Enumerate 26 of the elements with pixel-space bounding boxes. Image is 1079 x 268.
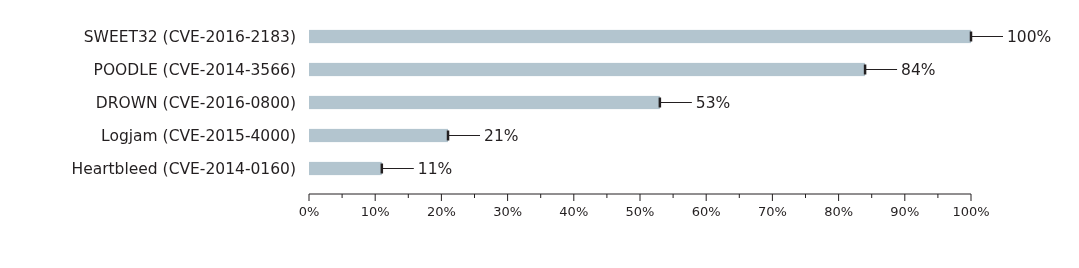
data-label: 84% xyxy=(901,60,936,79)
bar xyxy=(309,95,660,110)
x-tick-label: 0% xyxy=(298,204,320,219)
y-tick-label: Logjam (CVE-2015-4000) xyxy=(101,126,296,145)
bar xyxy=(309,128,449,143)
data-label: 21% xyxy=(484,126,519,145)
bar xyxy=(309,62,866,77)
x-tick-label: 20% xyxy=(426,204,456,219)
x-tick-label: 90% xyxy=(890,204,920,219)
y-tick-label: POODLE (CVE-2014-3566) xyxy=(93,60,296,79)
x-tick-label: 50% xyxy=(625,204,655,219)
x-tick-label: 100% xyxy=(952,204,990,219)
x-tick-label: 70% xyxy=(757,204,787,219)
bar xyxy=(309,29,971,44)
data-label: 100% xyxy=(1007,27,1052,46)
x-tick-label: 60% xyxy=(691,204,721,219)
x-tick-label: 10% xyxy=(360,204,390,219)
y-tick-label: Heartbleed (CVE-2014-0160) xyxy=(71,159,296,178)
bar xyxy=(309,161,382,176)
x-tick-label: 40% xyxy=(559,204,589,219)
x-tick-label: 30% xyxy=(493,204,523,219)
y-tick-label: DROWN (CVE-2016-0800) xyxy=(95,93,296,112)
y-tick-label: SWEET32 (CVE-2016-2183) xyxy=(83,27,296,46)
data-label: 11% xyxy=(417,159,453,178)
data-label: 53% xyxy=(695,93,731,112)
x-tick-label: 80% xyxy=(824,204,854,219)
